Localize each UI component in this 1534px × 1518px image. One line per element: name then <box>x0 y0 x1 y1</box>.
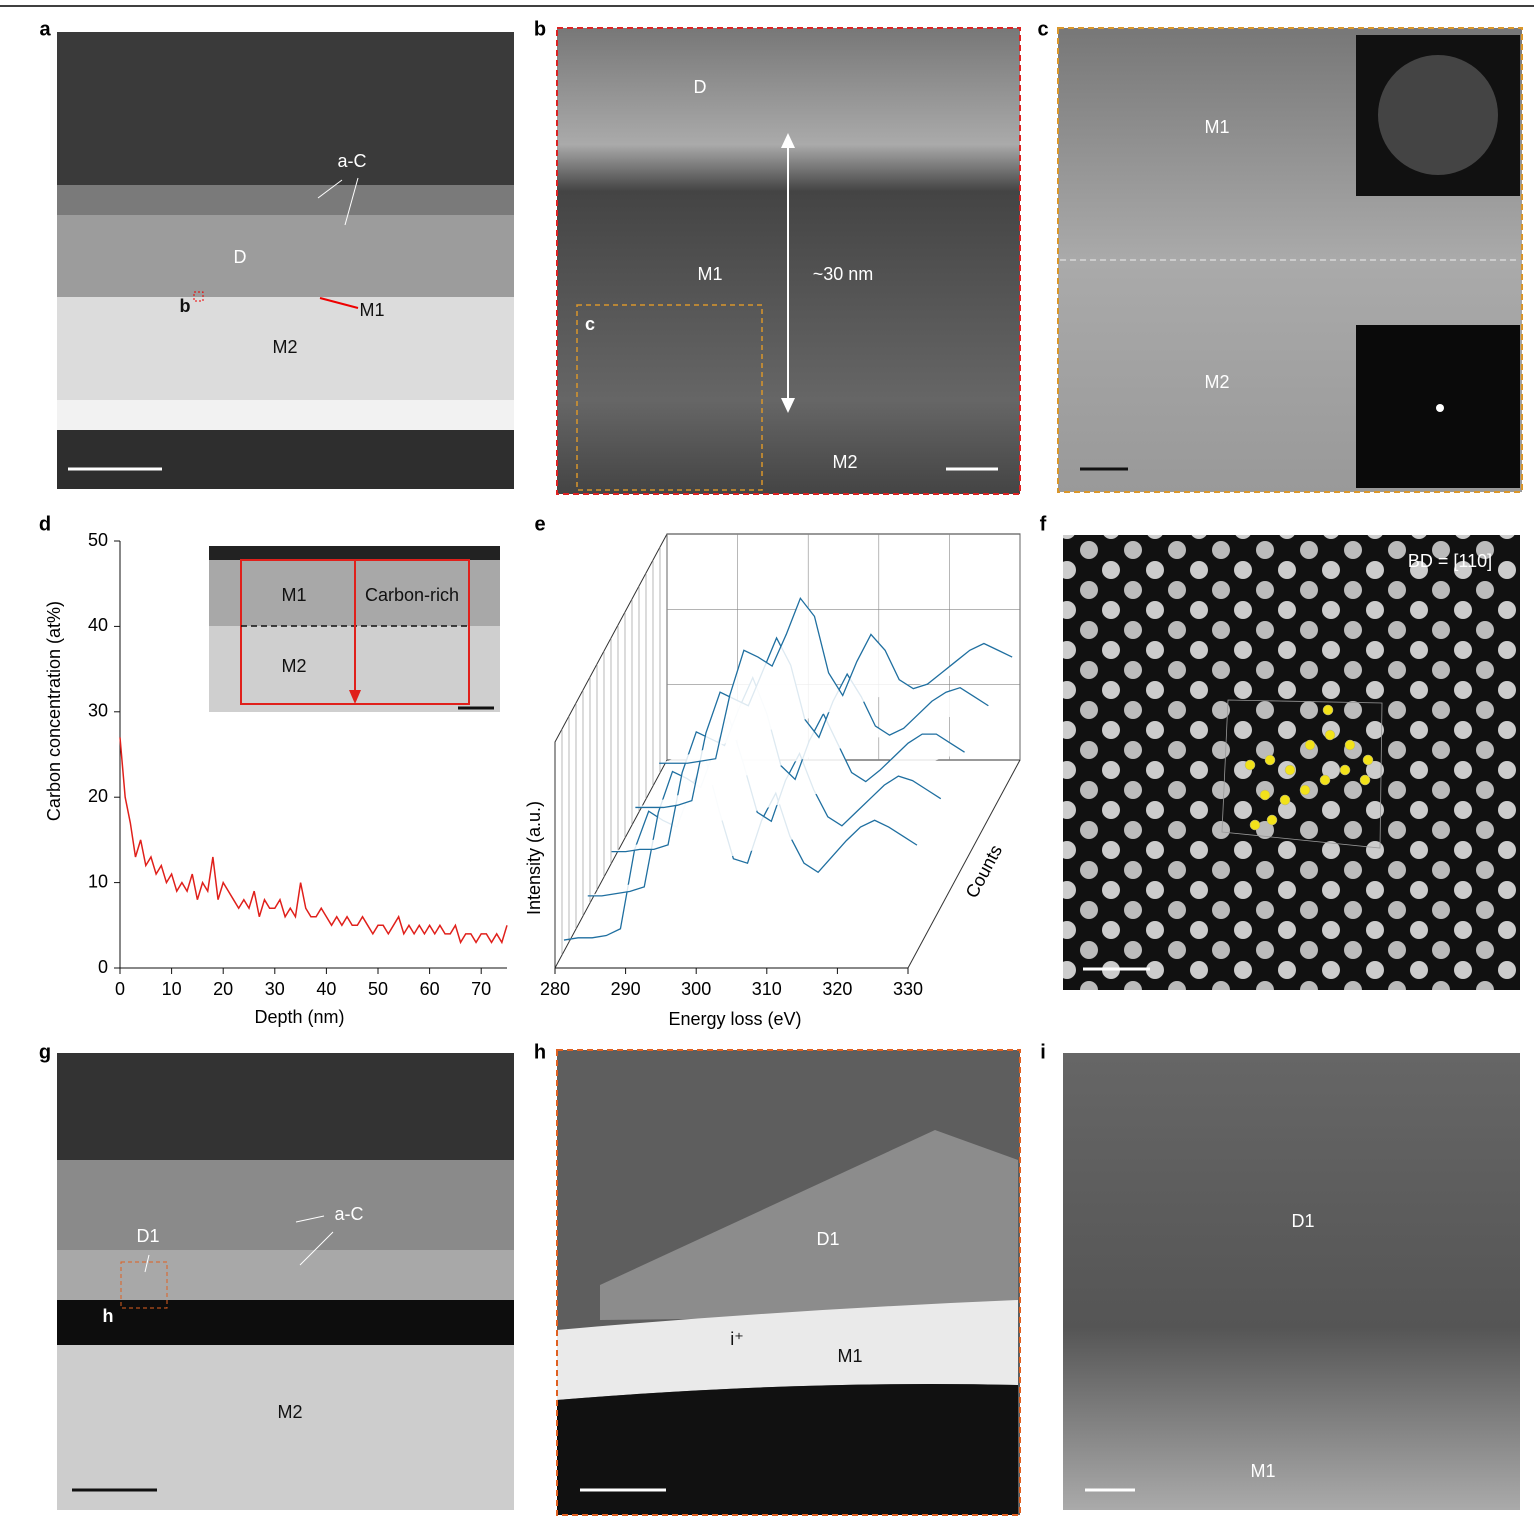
panel-label: d <box>39 513 51 535</box>
panel-a: a-C D b M1 M2 <box>57 32 514 489</box>
x-tick-label: 50 <box>368 979 388 999</box>
x-tick-label: 40 <box>316 979 336 999</box>
x-tick-label: 30 <box>265 979 285 999</box>
annotation: c <box>585 314 595 334</box>
z-axis-label: Counts <box>962 842 1006 902</box>
annotation: M1 <box>837 1346 862 1366</box>
annotation: M1 <box>697 264 722 284</box>
x-tick-label: 60 <box>420 979 440 999</box>
annotation: D <box>694 77 707 97</box>
annotation: D <box>234 247 247 267</box>
spectrum <box>659 596 1013 764</box>
panel-f: BD = [110] <box>1063 535 1520 990</box>
panel-labels: a b c d e f g h i <box>39 18 1049 1063</box>
panel-i: D1 M1 <box>1063 1053 1520 1510</box>
panel-label: h <box>534 1041 546 1063</box>
x-axis-label: Depth (nm) <box>254 1007 344 1027</box>
panel-label: b <box>534 18 546 40</box>
y-tick-label: 10 <box>88 871 108 891</box>
annotation: M2 <box>832 452 857 472</box>
x-axis-label: Energy loss (eV) <box>668 1009 801 1029</box>
spectrum <box>611 675 965 853</box>
annotation: BD = [110] <box>1408 551 1492 571</box>
panel-c: M1 M2 <box>1057 27 1523 493</box>
x-tick-label: 310 <box>752 979 782 999</box>
y-tick-label: 0 <box>98 957 108 977</box>
annotation: M2 <box>1204 372 1229 392</box>
annotation: M2 <box>272 337 297 357</box>
x-tick-label: 10 <box>162 979 182 999</box>
x-tick-label: 290 <box>611 979 641 999</box>
panel-label: a <box>39 18 51 40</box>
x-tick-label: 320 <box>822 979 852 999</box>
annotation: M2 <box>277 1402 302 1422</box>
annotation: h <box>103 1306 114 1326</box>
x-tick-label: 0 <box>115 979 125 999</box>
annotation: M1 <box>1204 117 1229 137</box>
panel-b: D M1 ~30 nm c M2 <box>556 27 1021 495</box>
annotation: a-C <box>337 151 366 171</box>
y-tick-label: 50 <box>88 530 108 550</box>
x-tick-label: 330 <box>893 979 923 999</box>
annotation: M1 <box>1250 1461 1275 1481</box>
annotation: i⁺ <box>730 1329 744 1349</box>
annotation: D1 <box>1291 1211 1314 1231</box>
floor-edge <box>907 759 1021 969</box>
x-tick-label: 70 <box>471 979 491 999</box>
annotation: D1 <box>136 1226 159 1246</box>
annotation: ~30 nm <box>813 264 874 284</box>
annotation: M1 <box>359 300 384 320</box>
spectrum <box>563 755 918 941</box>
panel-g: a-C D1 h M2 <box>57 1053 514 1510</box>
spectrum <box>635 636 989 809</box>
y-tick-label: 30 <box>88 701 108 721</box>
y-tick-label: 20 <box>88 786 108 806</box>
x-tick-label: 20 <box>213 979 233 999</box>
y-tick-label: 40 <box>88 615 108 635</box>
annotation: M1 <box>281 585 306 605</box>
annotation: Carbon-rich <box>365 585 459 605</box>
panel-label: e <box>534 513 545 535</box>
x-tick-label: 300 <box>681 979 711 999</box>
spectrum <box>587 715 942 897</box>
panel-label: g <box>39 1041 51 1063</box>
annotation: D1 <box>816 1229 839 1249</box>
y-axis-label: Intensity (a.u.) <box>524 801 544 915</box>
panel-label: i <box>1040 1041 1046 1063</box>
panel-label: c <box>1037 18 1048 40</box>
panel-label: f <box>1040 513 1047 535</box>
annotation: b <box>180 296 191 316</box>
panel-d-inset: M1 Carbon-rich M2 <box>209 546 500 712</box>
x-tick-label: 280 <box>540 979 570 999</box>
data-line <box>119 737 508 945</box>
annotation: a-C <box>334 1204 363 1224</box>
panel-h: D1 i⁺ M1 <box>556 1049 1021 1516</box>
annotation: M2 <box>281 656 306 676</box>
y-axis-label: Carbon concentration (at%) <box>44 601 64 821</box>
